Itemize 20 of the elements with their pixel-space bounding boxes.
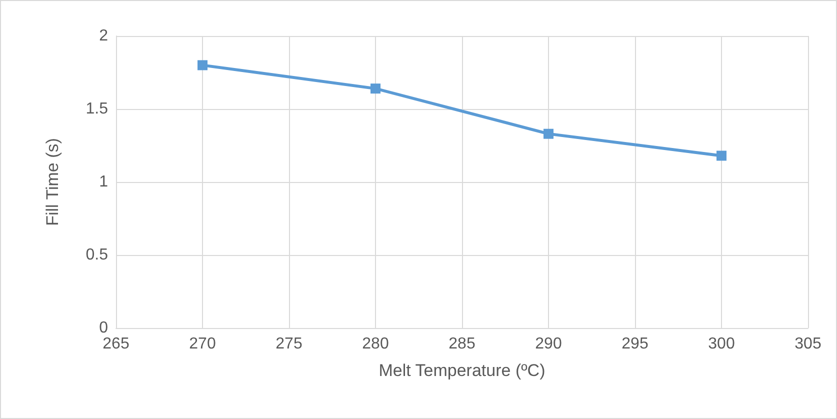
x-tick-label: 305 bbox=[794, 336, 822, 352]
x-tick-label: 280 bbox=[362, 336, 389, 352]
x-tick-label: 270 bbox=[189, 336, 216, 352]
y-tick-label: 2 bbox=[99, 28, 108, 44]
point bbox=[716, 150, 726, 161]
y-tick-label: 1.5 bbox=[86, 100, 108, 118]
x-axis-title: Melt Temperature (ºC) bbox=[378, 361, 546, 380]
point bbox=[198, 60, 208, 70]
y-tick-label: 0.5 bbox=[86, 246, 108, 264]
x-tick-label: 300 bbox=[708, 336, 735, 352]
y-tick-label: 0 bbox=[99, 320, 108, 336]
point bbox=[370, 84, 380, 94]
x-tick-label: 290 bbox=[535, 336, 562, 352]
x-tick-label: 275 bbox=[276, 336, 302, 352]
x-tick-label: 295 bbox=[622, 336, 648, 352]
point bbox=[544, 128, 554, 139]
x-tick-label: 285 bbox=[448, 336, 476, 352]
y-axis-title: Fill Time (s) bbox=[43, 138, 62, 226]
x-tick-label: 265 bbox=[102, 336, 130, 352]
y-tick-label: 1 bbox=[99, 174, 108, 190]
